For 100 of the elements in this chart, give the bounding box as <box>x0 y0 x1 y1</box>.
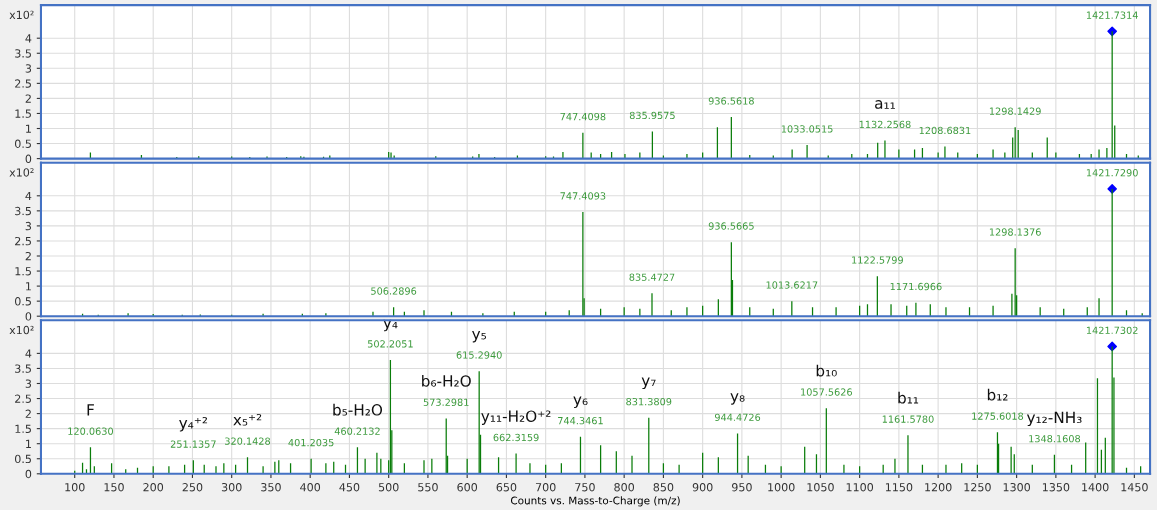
annotation: b₁₂ <box>987 388 1008 401</box>
x-tick-label: 350 <box>261 483 281 492</box>
x-tick-label: 800 <box>614 483 635 492</box>
annotation: y₇ <box>641 377 656 390</box>
annotation: 747.4098 <box>560 112 606 121</box>
x-tick-label: 650 <box>496 483 517 492</box>
annotation: 1033.0515 <box>781 125 833 133</box>
y-tick-label: 2 <box>25 409 31 418</box>
y-axis-title: x10² <box>9 168 34 177</box>
x-tick-label: 500 <box>378 483 399 492</box>
annotation: y₁₁-H₂O⁺² <box>481 410 551 425</box>
x-tick-label: 150 <box>104 483 124 492</box>
annotation: 1208.6831 <box>919 126 971 135</box>
y-tick-label: 0.5 <box>14 139 31 148</box>
annotation: 835.4727 <box>629 273 675 281</box>
y-tick-label: 4 <box>25 34 32 43</box>
annotation: b₁₁ <box>898 391 919 404</box>
annotation: 251.1357 <box>170 440 216 448</box>
annotation: 662.3159 <box>493 433 539 442</box>
annotation: 747.4093 <box>560 192 606 200</box>
annotation: y₈ <box>730 393 745 405</box>
x-tick-label: 1400 <box>1082 483 1109 492</box>
annotation: 320.1428 <box>225 437 271 445</box>
annotation: y₄⁺² <box>179 417 208 432</box>
y-tick-label: 0 <box>25 469 32 479</box>
annotation: 1132.2568 <box>859 120 911 129</box>
x-tick-label: 1200 <box>925 483 952 492</box>
y-tick-label: 4 <box>25 191 32 201</box>
x-tick-label: 1450 <box>1121 483 1148 492</box>
y-tick-label: 1.5 <box>15 109 31 118</box>
y-tick-label: 1 <box>26 124 31 133</box>
annotation: b₆-H₂O <box>422 374 471 387</box>
x-tick-label: 900 <box>692 483 713 492</box>
x-tick-label: 100 <box>65 483 85 492</box>
annotation: 1421.7302 <box>1086 326 1138 335</box>
annotation: 1171.6966 <box>890 282 942 291</box>
y-tick-label: 1 <box>26 439 31 448</box>
y-tick-label: 1.5 <box>15 267 31 276</box>
y-tick-label: 0 <box>25 154 32 163</box>
annotation: 120.0630 <box>68 427 113 435</box>
y-tick-label: 3.5 <box>15 364 31 373</box>
annotation: 944.4726 <box>714 413 761 421</box>
y-tick-label: 1.5 <box>15 424 31 434</box>
annotation: 744.3461 <box>558 416 603 425</box>
annotation: b₁₀ <box>816 364 837 377</box>
annotation: 1161.5780 <box>882 415 934 423</box>
y-tick-label: 2.5 <box>15 394 31 403</box>
annotation: y₆ <box>573 396 588 409</box>
x-tick-label: 1350 <box>1042 483 1070 492</box>
x-tick-label: 850 <box>653 483 674 492</box>
x-tick-label: 250 <box>182 483 203 492</box>
annotation: 1298.1429 <box>989 107 1041 115</box>
y-tick-label: 0 <box>25 312 32 321</box>
annotation: 936.5665 <box>708 222 754 230</box>
annotation: b₅-H₂O <box>333 403 383 416</box>
annotation: 936.5618 <box>708 97 754 105</box>
y-tick-label: 0.5 <box>14 297 31 306</box>
annotation: 615.2940 <box>456 351 502 359</box>
y-tick-label: 2.5 <box>15 236 31 246</box>
y-tick-label: 2.5 <box>15 79 31 88</box>
y-axis-title: x10² <box>9 325 34 335</box>
annotation: x₅⁺² <box>233 414 262 426</box>
annotation: 1122.5799 <box>852 256 903 264</box>
annotation: y₁₂-NH₃ <box>1026 411 1082 427</box>
annotation: y₅ <box>472 330 487 343</box>
y-tick-label: 3.5 <box>15 49 31 58</box>
y-tick-label: 3.5 <box>15 206 31 216</box>
annotation: 573.2981 <box>423 398 469 406</box>
y-tick-label: 3 <box>25 64 32 73</box>
x-tick-label: 200 <box>143 483 164 492</box>
annotation: y₄ <box>383 319 398 332</box>
y-tick-label: 3 <box>25 221 32 231</box>
annotation: 1421.7290 <box>1086 169 1138 177</box>
annotation: 1275.6018 <box>972 412 1024 420</box>
annotation: 506.2896 <box>371 287 417 295</box>
annotation: 831.3809 <box>626 397 672 406</box>
annotation: 1348.1608 <box>1029 435 1081 443</box>
x-tick-label: 750 <box>575 483 595 492</box>
annotation: 502.2051 <box>367 340 413 348</box>
x-axis-title: Counts vs. Mass-to-Charge (m/z) <box>510 496 680 507</box>
y-tick-label: 1 <box>26 282 31 291</box>
x-tick-label: 1050 <box>807 483 834 492</box>
y-axis-title: x10² <box>9 10 34 20</box>
y-tick-label: 4 <box>25 349 32 358</box>
x-tick-label: 550 <box>418 483 438 492</box>
x-tick-label: 450 <box>339 483 360 492</box>
x-tick-label: 1000 <box>768 483 795 492</box>
x-tick-label: 700 <box>535 483 556 492</box>
annotation: 1421.7314 <box>1086 11 1138 19</box>
y-tick-label: 2 <box>25 94 31 103</box>
x-tick-label: 1250 <box>964 483 991 492</box>
annotation: 1013.6217 <box>766 281 818 289</box>
annotation: F <box>87 404 94 416</box>
x-tick-label: 1100 <box>846 483 874 492</box>
annotation: 1298.1376 <box>989 228 1041 236</box>
annotation: a₁₁ <box>875 100 895 109</box>
y-tick-label: 0.5 <box>14 454 31 464</box>
y-tick-label: 3 <box>25 379 32 388</box>
annotation: 835.9575 <box>629 111 675 120</box>
x-tick-label: 600 <box>457 483 478 492</box>
